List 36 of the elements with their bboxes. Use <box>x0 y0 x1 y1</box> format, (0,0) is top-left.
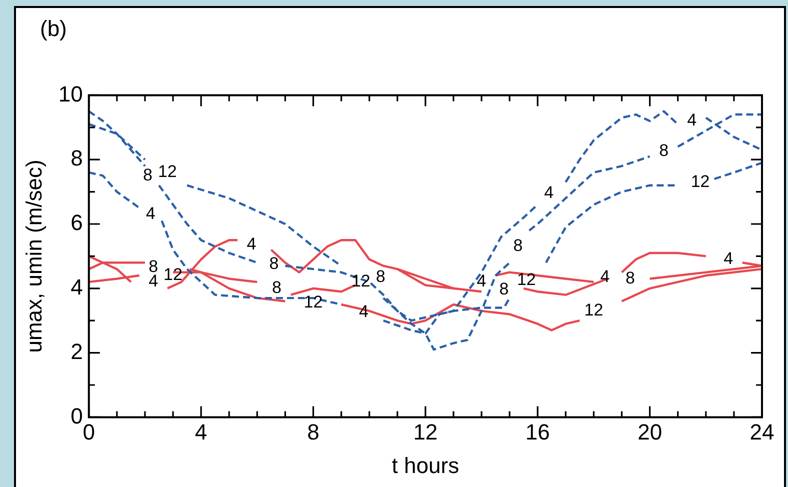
text: 4 <box>246 234 256 254</box>
x-tick-label: 12 <box>413 419 438 444</box>
series-label: 8 <box>143 165 153 184</box>
text: 4 <box>724 249 734 268</box>
text: 12 <box>516 270 536 290</box>
y-axis-title: umax, umin (m/sec) <box>21 160 46 353</box>
x-tick-label: 8 <box>307 419 320 444</box>
chart-title: (b) <box>40 16 67 42</box>
y-tick-label: 8 <box>70 146 83 171</box>
series-label: 12 <box>690 172 710 191</box>
text: 12 <box>158 162 177 182</box>
text: 8 <box>659 141 669 160</box>
text: 8 <box>625 268 635 288</box>
series-label: 4 <box>476 272 486 291</box>
text: 4 <box>148 272 158 291</box>
text: 8 <box>272 278 282 298</box>
text: 8 <box>376 266 386 286</box>
y-tick-label: 2 <box>70 338 83 364</box>
text: 4 <box>544 183 554 202</box>
x-axis-title: t hours <box>392 452 460 478</box>
text: 4 <box>687 110 697 130</box>
series-label: 12 <box>584 300 604 320</box>
x-tick-label: 4 <box>194 419 208 444</box>
text: 8 <box>269 254 279 273</box>
text: 8 <box>513 236 523 256</box>
text: 12 <box>164 265 182 284</box>
y-tick-label: 0 <box>70 403 83 428</box>
text: 12 <box>304 292 323 312</box>
x-tick-label: 24 <box>750 419 774 444</box>
y-tick-label: 4 <box>70 274 83 300</box>
text: 8 <box>499 280 509 299</box>
text: 4 <box>146 204 156 224</box>
y-tick-label: 10 <box>58 81 83 106</box>
x-tick-label: 20 <box>638 419 662 444</box>
y-tick-label: 6 <box>70 210 83 236</box>
x-tick-label: 16 <box>525 419 550 444</box>
